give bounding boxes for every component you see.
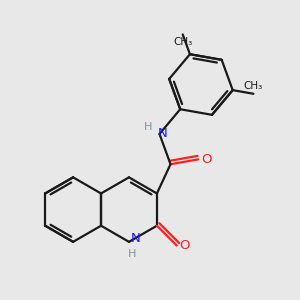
Text: O: O <box>179 239 190 252</box>
Text: H: H <box>128 250 137 260</box>
Text: CH₃: CH₃ <box>244 81 263 91</box>
Text: N: N <box>158 128 168 140</box>
Text: H: H <box>144 122 152 132</box>
Text: CH₃: CH₃ <box>173 37 192 47</box>
Text: N: N <box>131 232 141 245</box>
Text: O: O <box>201 153 211 166</box>
